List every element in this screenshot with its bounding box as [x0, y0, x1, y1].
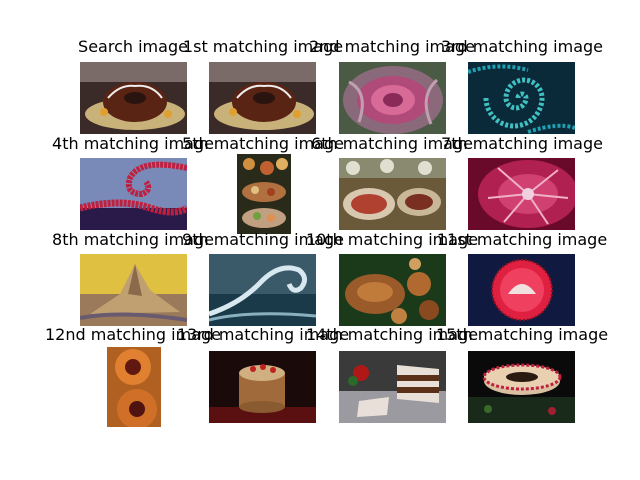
subplot-title: 3rd matching image — [441, 37, 603, 56]
matching-image — [468, 351, 575, 423]
subplot-title: 4th matching image — [52, 134, 214, 153]
subplot-title: 1st matching image — [182, 37, 344, 56]
matching-image — [339, 62, 446, 134]
matching-image — [339, 351, 446, 423]
subplot-title: 6th matching image — [311, 134, 473, 153]
matching-image — [237, 154, 291, 234]
matching-image — [339, 158, 446, 230]
matching-image — [468, 254, 575, 326]
subplot-title: 15th matching image — [435, 325, 609, 344]
matching-image — [209, 62, 316, 134]
subplot-title: 11st matching image — [436, 230, 608, 249]
subplot-title: 12nd matching image — [44, 325, 222, 344]
matching-image — [468, 158, 575, 230]
subplot-title: Search image — [78, 37, 188, 56]
subplot-title: 9th matching image — [182, 230, 344, 249]
subplot-title: 5th matching image — [182, 134, 344, 153]
matching-image — [468, 62, 575, 134]
subplot-title: 10th matching image — [305, 230, 479, 249]
subplot-title: 2nd matching image — [309, 37, 475, 56]
matching-image — [80, 254, 187, 326]
matching-image — [209, 351, 316, 423]
subplot-title: 7th matching image — [441, 134, 603, 153]
search-image — [80, 62, 187, 134]
subplot-title: 8th matching image — [52, 230, 214, 249]
matching-image — [107, 347, 161, 427]
subplot-title: 13rd matching image — [176, 325, 350, 344]
matching-image — [209, 254, 316, 326]
matching-image — [80, 158, 187, 230]
subplot-title: 14th matching image — [305, 325, 479, 344]
matching-image — [339, 254, 446, 326]
